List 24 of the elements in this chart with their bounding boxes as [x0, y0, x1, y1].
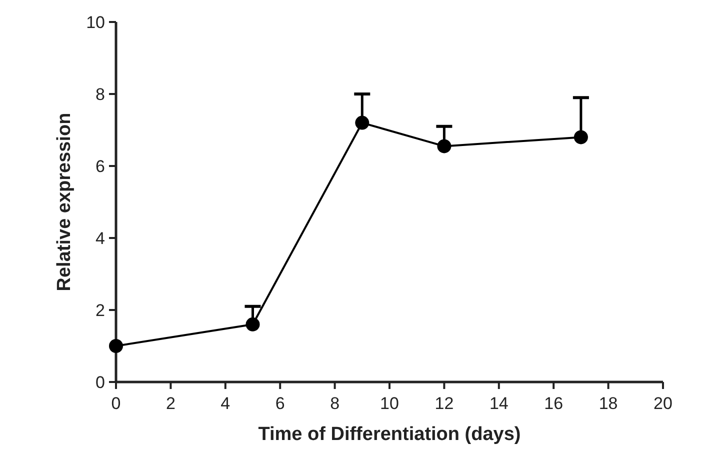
y-tick-label: 8	[96, 84, 105, 104]
x-tick-label: 2	[166, 394, 176, 413]
y-tick-label: 0	[96, 372, 105, 392]
point	[437, 139, 452, 154]
y-axis-title: Relative expression	[54, 112, 75, 292]
point	[355, 116, 370, 130]
x-tick-label: 18	[598, 394, 618, 413]
x-tick-label: 12	[434, 394, 454, 413]
x-tick-label: 20	[654, 394, 672, 413]
y-tick-label: 10	[86, 12, 105, 32]
point	[246, 317, 260, 332]
x-tick-label: 6	[275, 394, 285, 413]
x-tick-label: 0	[111, 394, 121, 413]
y-tick-label: 2	[96, 300, 105, 320]
point	[109, 339, 123, 353]
x-tick-label: 14	[489, 394, 508, 413]
x-tick-label: 4	[220, 394, 230, 413]
point	[574, 130, 588, 144]
x-tick-label: 10	[380, 394, 399, 413]
y-tick-label: 6	[96, 156, 105, 176]
x-tick-label: 8	[330, 394, 340, 413]
x-axis-title: Time of Differentiation (days)	[258, 424, 521, 445]
y-tick-label: 4	[96, 228, 105, 248]
x-tick-label: 16	[544, 394, 564, 413]
